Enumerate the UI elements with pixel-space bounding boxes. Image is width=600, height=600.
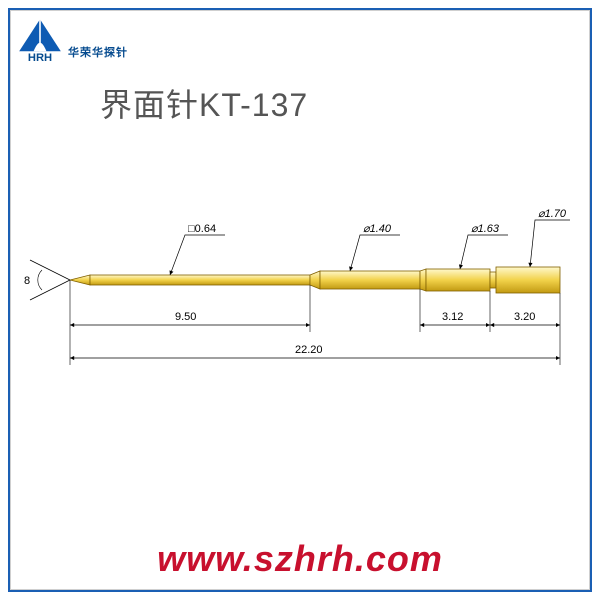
tip-angle-value: 8: [24, 275, 30, 287]
brand-logo: HRH 华荣华探针: [16, 16, 128, 64]
len-total: 22.20: [295, 344, 323, 356]
dia-label-2: ⌀1.63: [471, 223, 500, 235]
dia-label-1: ⌀1.40: [363, 223, 392, 235]
website-url: www.szhrh.com: [0, 538, 600, 580]
tip-angle-indicator: 8: [24, 260, 70, 300]
product-title: 界面针KT-137: [100, 80, 308, 126]
dia-label-3: ⌀1.70: [538, 208, 567, 220]
technical-drawing: 8 □0.64 ⌀1.40: [20, 180, 580, 400]
logo-subtitle: 华荣华探针: [68, 44, 128, 60]
probe-body: [70, 267, 560, 293]
len-shaft: 9.50: [175, 311, 196, 323]
len-seg3: 3.12: [442, 311, 463, 323]
len-seg4: 3.20: [514, 311, 535, 323]
dia-label-0: □0.64: [188, 223, 216, 235]
logo-mark-icon: HRH: [16, 16, 64, 64]
logo-letters: HRH: [28, 52, 52, 64]
